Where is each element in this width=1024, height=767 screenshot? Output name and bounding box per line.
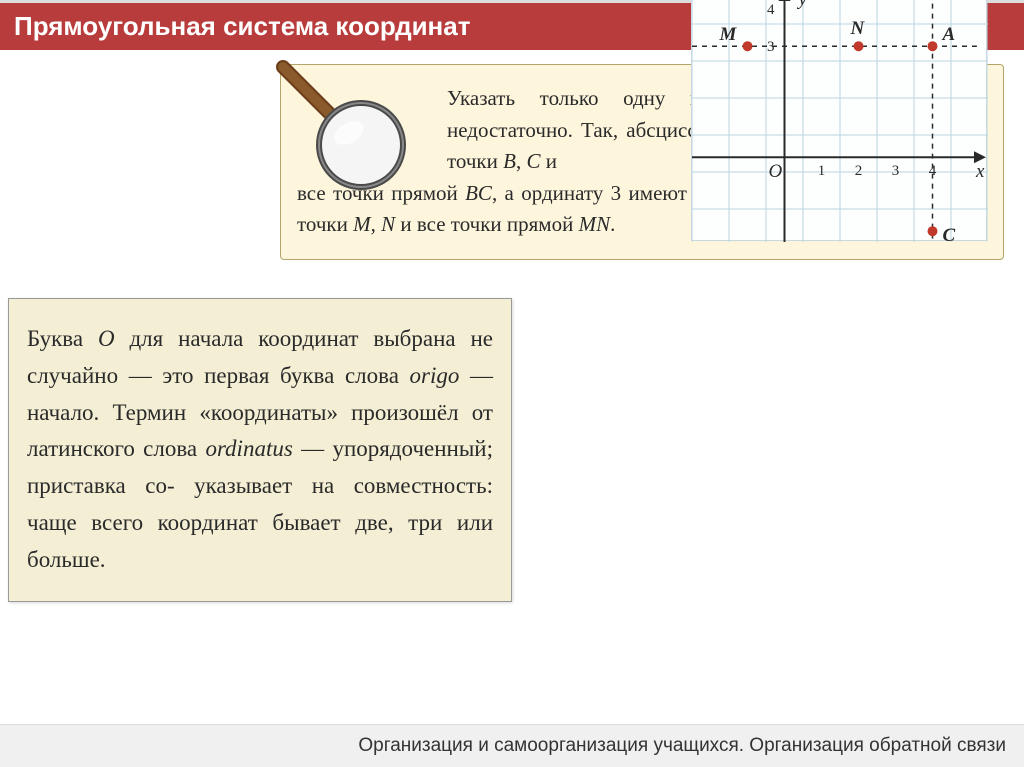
coordinate-chart: 123434xyOMNABC [691,0,987,241]
top-line3c: и все точки прямой [395,212,578,236]
left-text-block: Буква O для начала координат выбрана не … [27,321,493,579]
footer-text: Организация и самоорганизация учащихся. … [358,735,1006,756]
svg-text:M: M [719,24,738,45]
seg-bc-ref: BC [465,181,492,205]
svg-text:4: 4 [767,2,775,18]
svg-text:x: x [975,161,985,182]
left-info-card: Буква O для начала координат выбрана не … [8,298,512,602]
svg-text:3: 3 [892,163,900,179]
letter-o: O [98,326,115,351]
svg-text:y: y [797,0,808,10]
svg-text:C: C [943,225,956,242]
svg-text:N: N [850,18,866,39]
point-n-ref: N [381,212,395,236]
top-line3a: все точки прямой [297,181,465,205]
point-c-ref: C [526,149,540,173]
page-footer: Организация и самоорганизация учащихся. … [0,724,1024,767]
svg-text:4: 4 [929,163,937,179]
point-b-ref: B [503,149,516,173]
point-m-ref: M [353,212,371,236]
word-origo: origo [410,363,460,388]
top-info-card: Указать только одну координату точки был… [280,64,1004,260]
svg-text:2: 2 [855,163,863,179]
svg-text:1: 1 [818,163,826,179]
lt1: Буква [27,326,98,351]
seg-mn-ref: MN [579,212,611,236]
svg-text:3: 3 [767,39,775,55]
svg-text:O: O [769,161,783,182]
svg-text:A: A [942,24,956,45]
page-title: Прямоугольная система координат [14,11,470,41]
top-line2c: и [540,149,557,173]
word-ordinatus: ordinatus [205,436,292,461]
